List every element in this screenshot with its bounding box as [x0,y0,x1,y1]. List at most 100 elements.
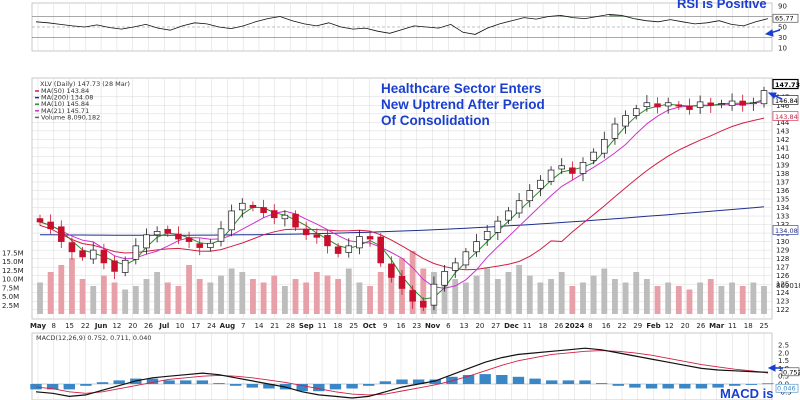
candle-body [505,210,512,221]
x-tick-label: Aug [220,322,235,330]
macd-histogram-bar [712,384,724,388]
price-tick-label: 140 [776,153,789,161]
annotation-line-2: New Uptrend After Period [381,97,545,112]
volume-bar [218,275,224,314]
volume-bar [303,282,310,314]
volume-bar [601,268,608,314]
macd-histogram-bar [762,383,774,385]
macd-histogram-bar [63,384,75,390]
price-tick-label: 123 [776,298,789,306]
macd-label: MACD(12,26,9) 0.752, 0.711, 0.040 [36,334,152,342]
price-tick-label: 127 [776,264,789,272]
volume-bar [79,279,86,314]
volume-bar [452,279,459,314]
volume-bar [111,282,118,314]
macd-histogram-bar [296,384,308,392]
volume-bar [739,286,746,314]
price-tick-label: 129 [776,247,789,255]
price-tick-label: 125 [776,281,789,289]
macd-badge-label: 0.752 [783,368,800,376]
volume-tick-label: 7.5M [2,284,19,292]
macd-histogram-bar [662,384,674,389]
volume-bar [494,279,501,314]
x-tick-label: 29 [633,322,642,330]
volume-bar [569,286,576,314]
volume-bar [164,282,171,314]
macd-histogram-bar [246,384,258,388]
candle-body [366,236,374,240]
volume-bar [313,272,320,314]
price-tick-label: 138 [776,170,789,178]
candle-body [175,233,182,240]
rsi-tick-label: 50 [778,24,787,32]
volume-bar [132,286,139,314]
candle-body [249,204,257,208]
volume-bar [69,258,75,314]
volume-bar [409,251,416,314]
volume-bar [548,279,554,314]
legend-label: MA(50) 143.84 [41,87,89,95]
volume-bar [196,279,203,314]
candle-body [356,236,363,249]
price-highlight-box [772,95,799,105]
candle-body [632,108,640,116]
x-tick-label: Oct [363,322,377,330]
candle-body [654,103,661,108]
candle-body [686,105,693,110]
macd-hist-badge-label: 0.046 [777,385,796,393]
x-tick-label: Feb [646,322,660,330]
x-tick-label: Nov [425,322,441,330]
candle-body [153,231,161,236]
rsi-last-box [772,13,799,23]
candle-body [398,275,406,289]
candle-body [558,165,565,170]
candle-body [696,101,704,108]
volume-bar [505,272,512,314]
price-tick-label: 128 [776,255,789,263]
x-tick-label: 7 [241,322,245,330]
macd-histogram-bar [579,380,591,384]
x-tick-label: Mar [709,322,725,330]
price-tick-label: 133 [776,213,789,221]
candle-body [207,242,214,248]
volume-bar [558,272,565,314]
x-tick-label: 25 [349,322,358,330]
macd-badge-box [781,367,800,377]
x-tick-label: 24 [207,322,216,330]
volume-bar [47,272,54,314]
candle-body [270,210,278,219]
price-tick-label: 130 [776,238,789,246]
x-tick-label: 18 [333,322,342,330]
volume-bar [654,286,661,314]
candle-body [68,242,76,253]
candle-body [537,179,544,189]
x-tick-label: 14 [254,322,263,330]
x-tick-label: 22 [81,322,90,330]
volume-tick-label: 15.0M [2,258,24,266]
volume-bar [622,282,629,314]
x-tick-label: 26 [554,322,563,330]
candle-body [228,210,235,231]
volume-tick-label: 17.5M [2,249,24,257]
candle-body [79,250,86,258]
macd-panel [31,332,773,400]
volume-bar [281,286,288,314]
ma200-line [40,206,765,236]
candle-body [760,90,768,105]
volume-bar [612,279,618,314]
legend-label: MA(10) 145.84 [41,100,89,108]
volume-bar [122,289,129,314]
candle-body [675,104,683,107]
macd-histogram-bar [612,384,624,386]
price-highlight-box [772,111,799,121]
symbol-line: XLV (Daily) 147.73 (28 Mar) [40,80,130,88]
volume-bar [58,265,65,314]
candle-body [515,200,523,214]
price-highlight-label: 147.73 [775,81,800,89]
price-tick-label: 141 [776,144,789,152]
candle-body [281,214,289,220]
legend-label: MA(21) 145.71 [41,107,89,115]
macd-histogram-bar [745,384,758,385]
macd-histogram-bar [529,378,541,384]
volume-tick-label: 12.5M [2,267,24,275]
